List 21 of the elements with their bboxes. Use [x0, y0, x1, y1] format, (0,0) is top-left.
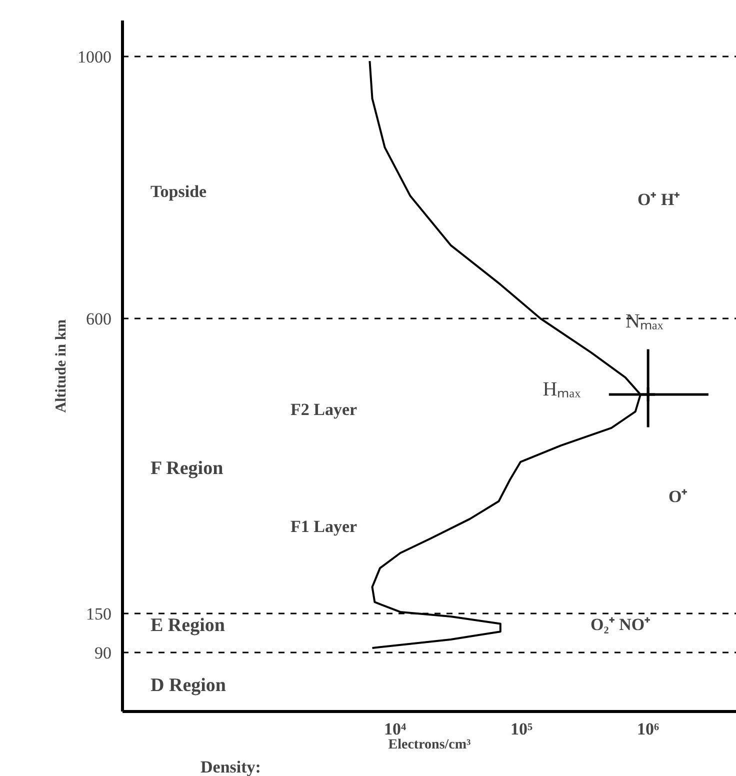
x-tick-label: 10⁶: [637, 720, 660, 738]
annotation: F Region: [150, 458, 224, 479]
x-axis-title: Electrons/cm³: [388, 738, 471, 752]
annotation: Topside: [150, 182, 208, 201]
text: Density:: [200, 758, 261, 776]
annotation: F1 Layer: [290, 517, 358, 536]
y-axis-title: Altitude in km: [54, 318, 70, 413]
annotation: D Region: [150, 675, 226, 696]
y-tick-label: 1000: [78, 48, 112, 67]
annotation: O₂⁺ NO⁺: [590, 615, 651, 634]
annotation: E Region: [150, 615, 226, 636]
y-tick-label: 600: [86, 310, 112, 329]
y-tick-label: 150: [86, 604, 112, 624]
annotation: O⁺: [668, 487, 688, 506]
x-tick-label: 10⁴: [384, 720, 406, 738]
annotation: Hₘₐₓ: [542, 378, 581, 400]
annotation: O⁺ H⁺: [638, 190, 680, 209]
x-tick-label: 10⁵: [510, 720, 533, 738]
annotation: F2 Layer: [290, 400, 358, 419]
annotation: Nₘₐₓ: [626, 310, 664, 332]
y-tick-label: 90: [94, 644, 112, 663]
